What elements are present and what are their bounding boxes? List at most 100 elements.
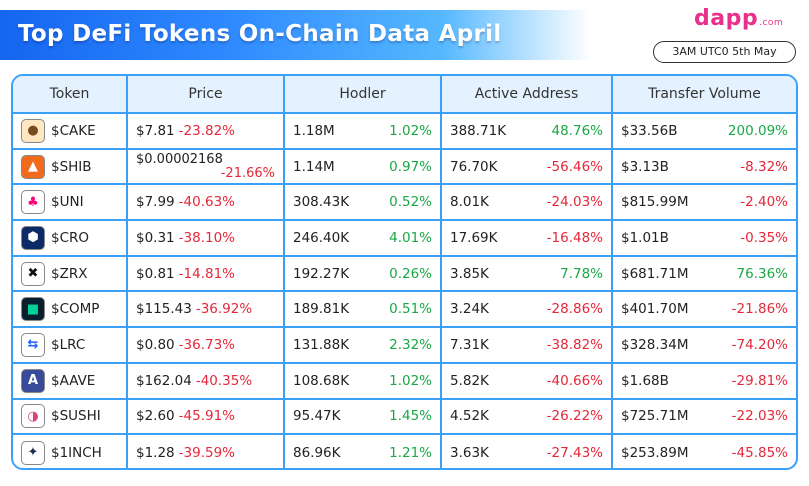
table-body: ● $CAKE $7.81 -23.82% 1.18M 1.02% 388.71K 48.76… [13, 113, 796, 468]
active-address-value: 4.52K [450, 408, 489, 425]
sushi-icon: ◑ [21, 404, 45, 429]
token-symbol: $1INCH [51, 444, 102, 461]
hodler-cell: 308.43K 0.52% [284, 184, 442, 222]
transfer-volume-cell: $328.34M -74.20% [612, 327, 796, 364]
defi-token-table: Token Price Hodler Active Address Transf… [13, 76, 796, 468]
token-cell: ⇆ $LRC [13, 327, 128, 364]
price-change: -14.81% [178, 265, 236, 282]
active-address-cell: 388.71K 48.76% [441, 113, 613, 150]
hodler-value: 308.43K [293, 194, 350, 211]
token-cell: ♣ $UNI [13, 184, 128, 222]
active-address-cell: 3.85K 7.78% [441, 255, 613, 293]
active-address-value: 3.63K [450, 444, 489, 461]
hodler-change: 1.21% [389, 444, 432, 461]
timestamp-badge: 3AM UTC0 5th May [653, 41, 796, 63]
price-change: -45.91% [178, 408, 236, 425]
hodler-value: 131.88K [293, 336, 350, 353]
data-table-frame: Token Price Hodler Active Address Transf… [11, 74, 798, 470]
hodler-cell: 1.18M 1.02% [284, 113, 442, 150]
token-symbol: $CRO [51, 229, 90, 246]
table-row: ▲ $SHIB $0.00002168 -21.66% 1.14M 0.97% 76.70K… [13, 148, 796, 186]
price-change: -23.82% [178, 122, 236, 139]
price-change: -38.10% [178, 229, 236, 246]
shiba-icon: ▲ [21, 154, 45, 179]
transfer-volume-cell: $33.56B 200.09% [612, 113, 796, 150]
column-header-transfer-volume: Transfer Volume [612, 76, 796, 114]
price-value: $7.81 [136, 122, 175, 139]
transfer-volume-cell: $1.68B -29.81% [612, 362, 796, 400]
price-cell: $0.81 -14.81% [127, 255, 285, 293]
hodler-change: 2.32% [389, 336, 432, 353]
loopring-icon: ⇆ [21, 332, 45, 357]
token-cell: ● $CAKE [13, 113, 128, 150]
token-cell: ▲ $SHIB [13, 148, 128, 186]
transfer-volume-change: 200.09% [727, 122, 788, 139]
transfer-volume-change: -22.03% [731, 408, 788, 425]
hodler-change: 0.26% [389, 265, 432, 282]
price-cell: $162.04 -40.35% [127, 362, 285, 400]
active-address-change: 7.78% [560, 265, 603, 282]
price-cell: $1.28 -39.59% [127, 434, 285, 468]
transfer-volume-value: $725.71M [621, 408, 689, 425]
hodler-change: 1.45% [389, 408, 432, 425]
price-change: -39.59% [178, 444, 236, 461]
hodler-value: 246.40K [293, 229, 350, 246]
price-value: $0.31 [136, 229, 175, 246]
active-address-change: -56.46% [546, 158, 603, 175]
token-symbol: $SUSHI [51, 408, 101, 425]
active-address-value: 3.85K [450, 265, 489, 282]
active-address-value: 17.69K [450, 229, 498, 246]
active-address-change: -38.82% [546, 336, 603, 353]
price-value: $7.99 [136, 194, 175, 211]
transfer-volume-change: -2.40% [740, 194, 788, 211]
transfer-volume-value: $328.34M [621, 336, 689, 353]
active-address-value: 5.82K [450, 372, 489, 389]
compound-icon: ■ [21, 297, 45, 322]
hodler-change: 0.51% [389, 301, 432, 318]
table-row: ● $CAKE $7.81 -23.82% 1.18M 1.02% 388.71K 48.76… [13, 113, 796, 150]
brand-suffix: .com [759, 18, 784, 28]
aave-icon: A [21, 368, 45, 393]
active-address-change: -26.22% [546, 408, 603, 425]
token-cell: ✖ $ZRX [13, 255, 128, 293]
hodler-change: 0.52% [389, 194, 432, 211]
transfer-volume-cell: $815.99M -2.40% [612, 184, 796, 222]
transfer-volume-value: $1.01B [621, 229, 669, 246]
price-value: $115.43 [136, 301, 192, 318]
hodler-cell: 86.96K 1.21% [284, 434, 442, 468]
token-symbol: $UNI [51, 194, 84, 211]
active-address-change: -16.48% [546, 229, 603, 246]
token-symbol: $LRC [51, 336, 86, 353]
hodler-change: 1.02% [389, 122, 432, 139]
unicorn-icon: ♣ [21, 190, 45, 215]
price-change: -36.73% [178, 336, 236, 353]
hodler-cell: 1.14M 0.97% [284, 148, 442, 186]
transfer-volume-value: $253.89M [621, 444, 689, 461]
column-header-price: Price [127, 76, 285, 114]
price-value: $162.04 [136, 372, 192, 389]
hodler-cell: 95.47K 1.45% [284, 398, 442, 436]
token-cell: ■ $COMP [13, 291, 128, 329]
price-cell: $0.80 -36.73% [127, 327, 285, 364]
table-row: ⬢ $CRO $0.31 -38.10% 246.40K 4.01% 17.69K -16.4… [13, 220, 796, 257]
transfer-volume-value: $681.71M [621, 265, 689, 282]
token-symbol: $CAKE [51, 122, 96, 139]
hodler-cell: 192.27K 0.26% [284, 255, 442, 293]
hodler-change: 0.97% [389, 158, 432, 175]
column-header-hodler: Hodler [284, 76, 442, 114]
active-address-value: 3.24K [450, 301, 489, 318]
price-change: -36.92% [195, 301, 253, 318]
hodler-value: 189.81K [293, 301, 350, 318]
title-banner: Top DeFi Tokens On-Chain Data April [0, 10, 590, 60]
active-address-cell: 4.52K -26.22% [441, 398, 613, 436]
hodler-value: 108.68K [293, 372, 350, 389]
transfer-volume-cell: $3.13B -8.32% [612, 148, 796, 186]
price-cell: $2.60 -45.91% [127, 398, 285, 436]
active-address-change: -24.03% [546, 194, 603, 211]
transfer-volume-cell: $401.70M -21.86% [612, 291, 796, 329]
active-address-value: 8.01K [450, 194, 489, 211]
pancake-icon: ● [21, 118, 45, 143]
active-address-change: 48.76% [551, 122, 603, 139]
transfer-volume-change: -0.35% [740, 229, 788, 246]
token-symbol: $COMP [51, 301, 100, 318]
